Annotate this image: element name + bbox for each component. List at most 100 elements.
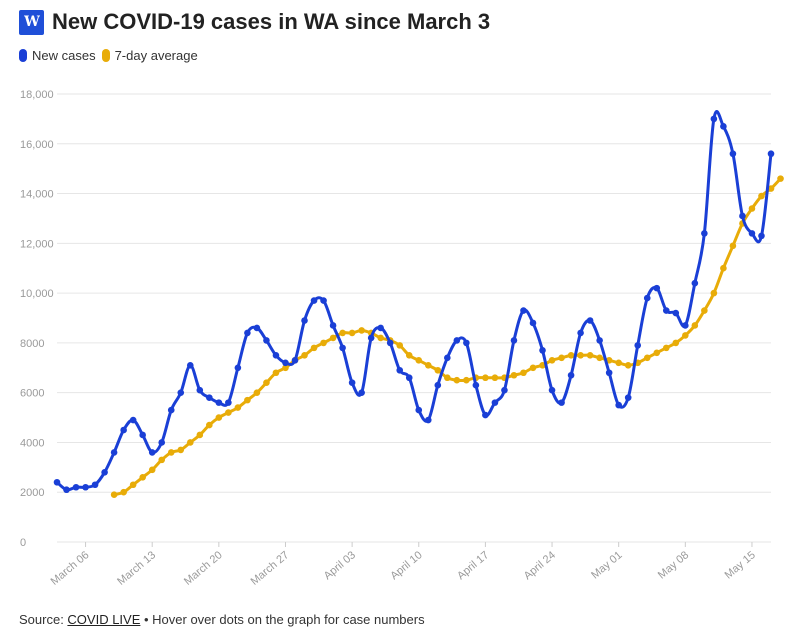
data-point-new-cases[interactable] xyxy=(177,389,185,396)
data-point-new-cases[interactable] xyxy=(234,364,242,372)
data-point-new-cases[interactable] xyxy=(453,337,461,344)
data-point-7-day-average[interactable] xyxy=(729,242,737,250)
data-point-7-day-average[interactable] xyxy=(567,352,575,359)
data-point-new-cases[interactable] xyxy=(158,439,166,446)
data-point-new-cases[interactable] xyxy=(662,307,670,314)
data-point-7-day-average[interactable] xyxy=(110,491,118,499)
data-point-new-cases[interactable] xyxy=(291,357,299,364)
data-point-new-cases[interactable] xyxy=(444,354,451,362)
data-point-7-day-average[interactable] xyxy=(120,488,127,496)
data-point-7-day-average[interactable] xyxy=(596,354,603,362)
data-point-new-cases[interactable] xyxy=(396,366,404,374)
data-point-new-cases[interactable] xyxy=(320,297,327,304)
data-point-7-day-average[interactable] xyxy=(215,414,223,421)
data-point-new-cases[interactable] xyxy=(72,483,80,491)
data-point-7-day-average[interactable] xyxy=(615,359,622,367)
data-point-7-day-average[interactable] xyxy=(577,352,584,359)
data-point-new-cases[interactable] xyxy=(91,481,99,489)
data-point-7-day-average[interactable] xyxy=(253,389,261,396)
data-point-new-cases[interactable] xyxy=(272,352,280,359)
data-point-7-day-average[interactable] xyxy=(586,352,594,359)
data-point-7-day-average[interactable] xyxy=(196,431,204,439)
data-point-new-cases[interactable] xyxy=(225,399,232,406)
data-point-7-day-average[interactable] xyxy=(225,409,232,416)
data-point-7-day-average[interactable] xyxy=(767,185,775,192)
data-point-new-cases[interactable] xyxy=(63,486,70,494)
legend-item-7-day-average[interactable]: 7-day average xyxy=(101,48,198,63)
data-point-new-cases[interactable] xyxy=(196,386,204,394)
data-point-new-cases[interactable] xyxy=(244,329,251,337)
source-link-covid-live[interactable]: COVID LIVE xyxy=(67,612,141,627)
data-point-new-cases[interactable] xyxy=(167,406,175,414)
data-point-new-cases[interactable] xyxy=(567,371,575,379)
data-point-7-day-average[interactable] xyxy=(482,374,489,382)
data-point-new-cases[interactable] xyxy=(129,416,137,424)
data-point-7-day-average[interactable] xyxy=(177,446,185,454)
data-point-7-day-average[interactable] xyxy=(558,354,565,362)
data-point-new-cases[interactable] xyxy=(729,150,737,158)
data-point-new-cases[interactable] xyxy=(101,469,108,476)
data-point-new-cases[interactable] xyxy=(329,322,337,329)
data-point-new-cases[interactable] xyxy=(463,339,470,347)
data-point-new-cases[interactable] xyxy=(720,123,727,130)
data-point-new-cases[interactable] xyxy=(53,478,61,486)
data-point-new-cases[interactable] xyxy=(377,324,384,332)
data-point-new-cases[interactable] xyxy=(558,399,565,406)
legend-item-new-cases[interactable]: New cases xyxy=(19,48,96,63)
data-point-7-day-average[interactable] xyxy=(748,205,756,212)
data-point-new-cases[interactable] xyxy=(643,294,651,302)
data-point-new-cases[interactable] xyxy=(710,115,718,123)
data-point-7-day-average[interactable] xyxy=(167,449,175,456)
data-point-new-cases[interactable] xyxy=(491,399,499,406)
data-point-new-cases[interactable] xyxy=(148,449,156,456)
data-point-new-cases[interactable] xyxy=(472,381,480,389)
data-point-new-cases[interactable] xyxy=(548,386,556,394)
data-point-7-day-average[interactable] xyxy=(548,357,556,364)
data-point-7-day-average[interactable] xyxy=(720,264,727,272)
data-point-new-cases[interactable] xyxy=(672,309,680,317)
data-point-new-cases[interactable] xyxy=(386,339,394,347)
data-point-7-day-average[interactable] xyxy=(691,322,699,329)
data-point-7-day-average[interactable] xyxy=(358,327,365,334)
data-point-7-day-average[interactable] xyxy=(434,366,442,374)
data-point-new-cases[interactable] xyxy=(758,232,765,240)
data-point-7-day-average[interactable] xyxy=(396,342,404,349)
data-point-7-day-average[interactable] xyxy=(272,369,280,377)
data-point-7-day-average[interactable] xyxy=(148,466,156,474)
data-point-new-cases[interactable] xyxy=(139,431,146,439)
data-point-new-cases[interactable] xyxy=(539,347,546,354)
data-point-7-day-average[interactable] xyxy=(244,396,251,404)
data-point-7-day-average[interactable] xyxy=(405,352,413,359)
data-point-new-cases[interactable] xyxy=(120,426,127,434)
data-point-7-day-average[interactable] xyxy=(310,344,318,352)
data-point-new-cases[interactable] xyxy=(348,379,356,387)
data-point-new-cases[interactable] xyxy=(424,416,432,424)
data-point-7-day-average[interactable] xyxy=(234,404,242,411)
data-point-7-day-average[interactable] xyxy=(424,361,432,369)
data-point-7-day-average[interactable] xyxy=(339,329,346,337)
data-point-new-cases[interactable] xyxy=(339,344,346,352)
data-point-7-day-average[interactable] xyxy=(463,376,470,384)
data-point-new-cases[interactable] xyxy=(253,324,261,332)
data-point-7-day-average[interactable] xyxy=(491,374,499,382)
data-point-7-day-average[interactable] xyxy=(320,339,327,347)
data-point-new-cases[interactable] xyxy=(415,406,423,414)
data-point-7-day-average[interactable] xyxy=(624,361,632,369)
data-point-new-cases[interactable] xyxy=(624,394,632,401)
data-point-new-cases[interactable] xyxy=(82,483,89,491)
data-point-7-day-average[interactable] xyxy=(643,354,651,362)
data-point-7-day-average[interactable] xyxy=(186,439,194,446)
data-point-new-cases[interactable] xyxy=(577,329,584,337)
data-point-7-day-average[interactable] xyxy=(263,379,270,387)
data-point-7-day-average[interactable] xyxy=(510,371,518,379)
data-point-7-day-average[interactable] xyxy=(682,332,689,339)
data-point-new-cases[interactable] xyxy=(367,334,375,342)
data-point-new-cases[interactable] xyxy=(206,394,213,401)
data-point-new-cases[interactable] xyxy=(634,342,642,349)
data-point-new-cases[interactable] xyxy=(434,381,442,389)
data-point-7-day-average[interactable] xyxy=(653,349,661,357)
data-point-7-day-average[interactable] xyxy=(453,376,461,384)
data-point-new-cases[interactable] xyxy=(605,369,613,377)
data-point-7-day-average[interactable] xyxy=(758,192,765,200)
data-point-new-cases[interactable] xyxy=(596,337,603,344)
